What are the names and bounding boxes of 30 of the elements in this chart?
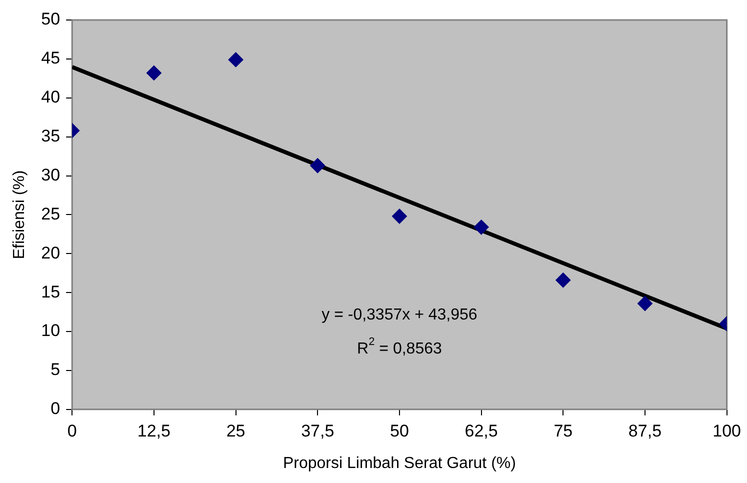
y-tick-label: 0	[50, 399, 60, 418]
y-tick-label: 20	[41, 243, 60, 262]
x-tick-label: 25	[226, 421, 246, 440]
y-tick-label: 15	[41, 282, 60, 302]
x-tick-label: 100	[712, 421, 742, 440]
x-axis-title: Proporsi Limbah Serat Garut (%)	[282, 454, 516, 472]
point	[392, 208, 407, 224]
y-tick-label: 40	[41, 88, 60, 107]
x-tick-label: 62,5	[464, 421, 498, 440]
point	[474, 220, 489, 235]
x-tick-label: 37,5	[301, 421, 334, 440]
point	[556, 272, 571, 288]
point	[637, 296, 652, 311]
point	[228, 52, 244, 68]
x-tick-label: 50	[390, 421, 409, 440]
point	[310, 158, 326, 174]
y-tick-label: 35	[41, 126, 60, 146]
y-tick-label: 50	[41, 10, 60, 29]
x-tick-label: 12,5	[137, 421, 170, 440]
y-axis-title: Efisiensi (%)	[11, 170, 28, 260]
y-tick-label: 25	[41, 204, 60, 224]
point	[146, 65, 162, 80]
annotation: y = -0,3357x + 43,956	[322, 306, 478, 324]
x-tick-label: 75	[554, 421, 573, 440]
y-tick-label: 10	[41, 321, 60, 340]
x-tick-label: 0	[67, 421, 77, 440]
y-tick-label: 30	[41, 165, 60, 184]
y-tick-label: 5	[50, 360, 60, 380]
y-tick-label: 45	[41, 48, 60, 68]
x-tick-label: 87,5	[628, 421, 662, 440]
